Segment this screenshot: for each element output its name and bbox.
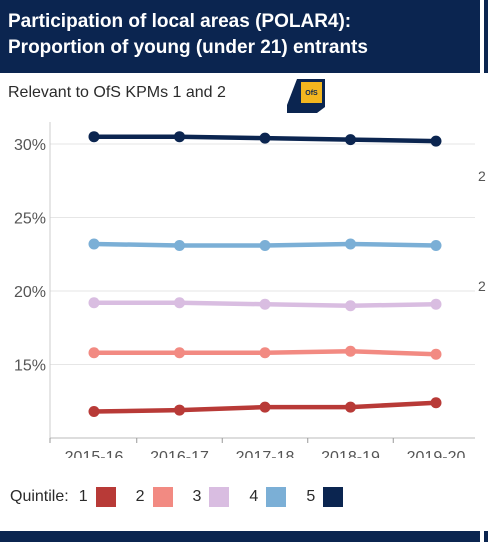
adjacent-panel-fragment: 2 <box>478 278 486 294</box>
data-point-quintile-5 <box>88 131 100 143</box>
data-point-quintile-2 <box>345 345 356 357</box>
chart-header: Participation of local areas (POLAR4): P… <box>0 0 480 73</box>
y-tick-label: 30% <box>14 137 46 154</box>
ofs-logo-icon: OfS <box>287 79 325 113</box>
legend-label: 2 <box>135 488 145 505</box>
legend-title: Quintile: <box>10 488 69 505</box>
data-point-quintile-3 <box>174 297 185 309</box>
x-tick-label: 2017-18 <box>236 449 295 458</box>
legend-label: 1 <box>78 488 88 505</box>
data-point-quintile-5 <box>174 131 185 143</box>
chart-title-line-1: Participation of local areas (POLAR4): <box>8 11 352 32</box>
legend-item-quintile-3: 3 <box>193 487 230 507</box>
legend-swatch <box>152 487 173 507</box>
adjacent-panel-gap <box>484 73 488 531</box>
data-point-quintile-3 <box>259 298 271 310</box>
chart-title-line-2: Proportion of young (under 21) entrants <box>8 37 368 58</box>
legend-item-quintile-4: 4 <box>249 487 287 507</box>
data-point-quintile-4 <box>174 239 185 251</box>
data-point-quintile-1 <box>88 406 100 418</box>
data-point-quintile-2 <box>88 347 100 359</box>
data-point-quintile-3 <box>88 297 100 309</box>
y-tick-label: 25% <box>14 211 46 228</box>
data-point-quintile-5 <box>345 134 356 146</box>
legend-item-quintile-2: 2 <box>136 487 173 507</box>
legend-swatch <box>209 487 230 507</box>
data-point-quintile-1 <box>174 404 185 416</box>
x-tick-label: 2015-16 <box>65 449 124 458</box>
data-point-quintile-3 <box>345 300 356 312</box>
y-tick-label: 15% <box>14 358 46 375</box>
data-point-quintile-4 <box>430 239 442 251</box>
data-point-quintile-1 <box>259 401 271 413</box>
legend-label: 4 <box>249 488 259 505</box>
legend-swatch <box>95 487 116 507</box>
legend-swatch <box>266 487 287 507</box>
data-point-quintile-4 <box>259 239 271 251</box>
data-point-quintile-2 <box>430 348 442 360</box>
ofs-logo-text: OfS <box>305 90 318 97</box>
data-point-quintile-5 <box>259 132 271 144</box>
line-chart: 15% 20% 25% 30% 2015-16 2016-17 2017-18 2018-19… <box>14 122 475 458</box>
adjacent-panel-fragment: 2 <box>478 168 486 184</box>
data-point-quintile-4 <box>88 238 100 250</box>
legend-item-quintile-5: 5 <box>306 487 344 507</box>
data-point-quintile-2 <box>174 347 185 359</box>
footer-bar <box>0 531 480 542</box>
data-point-quintile-1 <box>430 397 442 409</box>
y-tick-label: 20% <box>14 284 46 301</box>
data-point-quintile-5 <box>430 135 442 147</box>
x-tick-label: 2018-19 <box>321 449 380 458</box>
legend: Quintile: 1 2 3 4 5 <box>10 487 363 507</box>
kpm-subtitle: Relevant to OfS KPMs 1 and 2 <box>8 84 226 101</box>
legend-swatch <box>323 487 344 507</box>
data-point-quintile-4 <box>345 238 356 250</box>
x-tick-label: 2019-20 <box>407 449 466 458</box>
data-point-quintile-3 <box>430 298 442 310</box>
legend-label: 3 <box>192 488 202 505</box>
data-point-quintile-2 <box>259 347 271 359</box>
legend-item-quintile-1: 1 <box>79 487 116 507</box>
legend-label: 5 <box>306 488 316 505</box>
data-point-quintile-1 <box>345 401 356 413</box>
legend-items: 1 2 3 4 5 <box>79 487 364 507</box>
x-tick-label: 2016-17 <box>150 449 209 458</box>
